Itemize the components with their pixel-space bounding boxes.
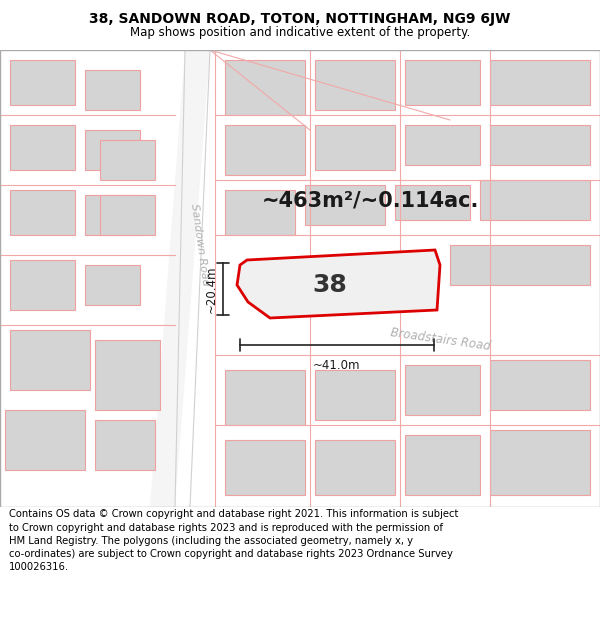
Text: 38, SANDOWN ROAD, TOTON, NOTTINGHAM, NG9 6JW: 38, SANDOWN ROAD, TOTON, NOTTINGHAM, NG9… xyxy=(89,12,511,26)
Polygon shape xyxy=(237,250,440,318)
Polygon shape xyxy=(10,60,75,105)
Text: Broadstairs Road: Broadstairs Road xyxy=(389,326,491,354)
Polygon shape xyxy=(225,125,305,175)
Polygon shape xyxy=(10,125,75,170)
Text: ~41.0m: ~41.0m xyxy=(313,359,361,372)
Polygon shape xyxy=(490,360,590,410)
Polygon shape xyxy=(85,130,140,170)
Polygon shape xyxy=(405,125,480,165)
Polygon shape xyxy=(490,125,590,165)
Polygon shape xyxy=(95,420,155,470)
Polygon shape xyxy=(480,180,590,220)
Text: 38: 38 xyxy=(313,273,347,297)
Text: Contains OS data © Crown copyright and database right 2021. This information is : Contains OS data © Crown copyright and d… xyxy=(9,509,458,572)
Polygon shape xyxy=(405,365,480,415)
Polygon shape xyxy=(10,260,75,310)
Polygon shape xyxy=(315,60,395,110)
Text: Sandown Road: Sandown Road xyxy=(189,203,211,287)
Text: ~463m²/~0.114ac.: ~463m²/~0.114ac. xyxy=(262,190,479,210)
Polygon shape xyxy=(395,185,470,220)
Polygon shape xyxy=(225,370,305,425)
Polygon shape xyxy=(225,190,295,235)
Polygon shape xyxy=(5,410,85,470)
Text: Map shows position and indicative extent of the property.: Map shows position and indicative extent… xyxy=(130,26,470,39)
Polygon shape xyxy=(490,60,590,105)
Polygon shape xyxy=(10,190,75,235)
Polygon shape xyxy=(85,265,140,305)
Polygon shape xyxy=(85,70,140,110)
Polygon shape xyxy=(100,195,155,235)
Polygon shape xyxy=(315,125,395,170)
Polygon shape xyxy=(10,330,90,390)
Polygon shape xyxy=(150,50,210,507)
Polygon shape xyxy=(305,185,385,225)
Polygon shape xyxy=(450,245,590,285)
Polygon shape xyxy=(225,60,305,115)
Polygon shape xyxy=(490,430,590,495)
Polygon shape xyxy=(100,140,155,180)
Polygon shape xyxy=(95,340,160,410)
Text: ~20.4m: ~20.4m xyxy=(205,265,218,312)
Polygon shape xyxy=(315,370,395,420)
Polygon shape xyxy=(225,440,305,495)
Polygon shape xyxy=(405,435,480,495)
Polygon shape xyxy=(85,195,140,235)
Polygon shape xyxy=(405,60,480,105)
Polygon shape xyxy=(315,440,395,495)
